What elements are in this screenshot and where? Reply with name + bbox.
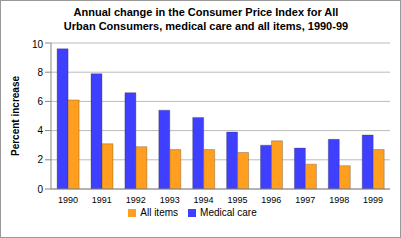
svg-text:1998: 1998	[329, 195, 349, 205]
svg-text:1997: 1997	[295, 195, 315, 205]
svg-text:0: 0	[37, 184, 43, 195]
svg-text:8: 8	[37, 67, 43, 78]
svg-text:2: 2	[37, 154, 43, 165]
html-text:Annual change in the Consumer: Annual change in the Consumer Price Inde…	[63, 6, 349, 32]
svg-text:1990: 1990	[58, 195, 78, 205]
svg-text:4: 4	[37, 125, 43, 136]
html-text:All items: All items	[140, 207, 178, 218]
svg-text:Percent increase: Percent increase	[10, 76, 21, 156]
svg-text:1994: 1994	[194, 195, 214, 205]
svg-text:1999: 1999	[363, 195, 383, 205]
svg-text:1996: 1996	[261, 195, 281, 205]
svg-text:1995: 1995	[227, 195, 247, 205]
html-text:Medical care: Medical care	[200, 207, 257, 218]
svg-text:1991: 1991	[92, 195, 112, 205]
svg-text:1993: 1993	[160, 195, 180, 205]
svg-text:10: 10	[32, 39, 44, 50]
svg-text:1992: 1992	[126, 195, 146, 205]
svg-text:6: 6	[37, 96, 43, 107]
